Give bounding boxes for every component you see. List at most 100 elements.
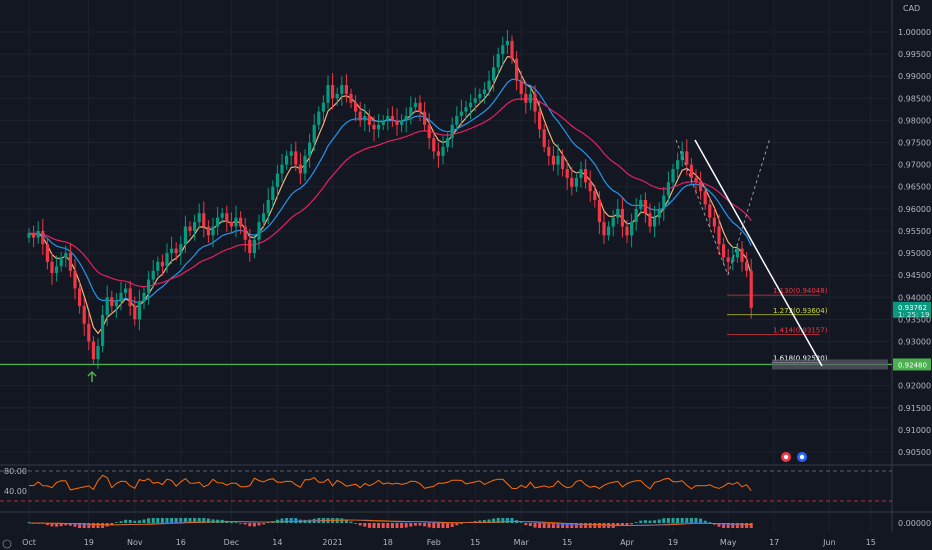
candle-body	[372, 124, 376, 130]
macd-histogram-bar	[749, 523, 753, 528]
candle-body	[643, 200, 647, 214]
time-tick-label: 16	[176, 538, 186, 547]
candle-body	[381, 120, 385, 125]
macd-histogram-bar	[170, 518, 174, 523]
candle-body	[105, 297, 109, 315]
candle-body	[413, 102, 417, 108]
candle-body	[285, 155, 289, 165]
rsi-pane[interactable]: 80.00 40.00	[0, 464, 932, 502]
candle-body	[482, 89, 486, 94]
macd-histogram-bar	[423, 523, 427, 527]
macd-histogram-bar	[156, 518, 160, 523]
candle-body	[593, 191, 597, 200]
candle-body	[547, 146, 551, 156]
candle-body	[441, 146, 445, 156]
candle-body	[114, 301, 118, 307]
macd-histogram-bar	[45, 523, 49, 526]
macd-histogram-bar	[354, 523, 358, 524]
macd-histogram-bar	[726, 523, 730, 528]
macd-histogram-bar	[556, 523, 560, 528]
price-tick-label: 0.93500	[898, 315, 931, 324]
candle-body	[657, 208, 661, 218]
candle-body	[73, 270, 77, 289]
macd-histogram-bar	[409, 523, 413, 527]
macd-histogram-bar	[634, 522, 638, 523]
macd-histogram-bar	[432, 523, 436, 528]
candle-body	[160, 261, 164, 267]
macd-histogram-bar	[243, 523, 247, 525]
macd-histogram-bar	[413, 523, 417, 526]
candle-body	[584, 169, 588, 183]
macd-histogram-bar	[662, 518, 666, 523]
candle-body	[519, 80, 523, 94]
candle-body	[312, 124, 316, 143]
macd-histogram-bar	[137, 520, 141, 523]
price-tick-label: 0.95000	[898, 249, 931, 258]
candle-body	[298, 164, 302, 174]
candle-body	[602, 222, 606, 236]
candle-body	[128, 288, 132, 307]
macd-histogram-bar	[694, 518, 698, 523]
time-tick-label: 14	[272, 538, 282, 547]
candle-body	[625, 226, 629, 236]
price-tick-label: 0.94500	[898, 271, 931, 280]
candle-body	[478, 93, 482, 99]
macd-histogram-bar	[703, 520, 707, 523]
candle-body	[671, 169, 675, 183]
candle-body	[101, 314, 105, 346]
time-axis[interactable]: Oct 19 Nov 16 Dec 14 2021 18 Feb 15 Mar 15 Apr 19 May 1…	[22, 538, 876, 547]
macd-histogram-bar	[193, 518, 197, 523]
macd-histogram-bar	[280, 518, 284, 523]
macd-histogram-bar	[542, 523, 546, 528]
macd-histogram-bar	[666, 518, 670, 523]
candle-body	[390, 116, 394, 121]
time-tick-label: Jun	[822, 538, 836, 547]
macd-histogram-bar	[367, 523, 371, 528]
candle-body	[726, 257, 730, 262]
candle-body	[749, 270, 753, 308]
candle-body	[59, 257, 63, 267]
time-tick-label: May	[720, 538, 737, 547]
candle-body	[50, 261, 54, 273]
candle-body	[262, 213, 266, 223]
grid	[0, 0, 893, 532]
price-axis[interactable]: 1.00000 0.99500 0.99000 0.98500 0.98000 0.975…	[893, 28, 931, 457]
price-tick-label: 0.95500	[898, 227, 931, 236]
macd-pane[interactable]: 0.00000	[0, 511, 932, 528]
candle-body	[436, 151, 440, 156]
candle-body	[289, 151, 293, 156]
candle-body	[41, 230, 45, 245]
macd-histogram-bar	[160, 518, 164, 523]
candle-body	[561, 155, 565, 170]
candle-body	[542, 129, 546, 147]
candle-body	[634, 208, 638, 223]
candle-body	[78, 288, 82, 307]
candle-body	[666, 182, 670, 196]
macd-histogram-bar	[547, 523, 551, 528]
candle-body	[689, 164, 693, 178]
candle-body	[321, 102, 325, 112]
candle-body	[717, 226, 721, 245]
macd-histogram-bar	[377, 523, 381, 528]
candle-body	[680, 151, 684, 161]
candle-body	[358, 111, 362, 121]
candle-body	[239, 217, 243, 227]
candle-body	[515, 58, 519, 81]
macd-histogram-bar	[390, 523, 394, 528]
time-tick-label: 2021	[322, 538, 342, 547]
macd-histogram-bar	[73, 523, 77, 527]
fib-level-label: 1.130(0.94048)	[773, 287, 828, 295]
macd-histogram-bar	[524, 523, 528, 526]
price-tick-label: 0.91500	[898, 404, 931, 413]
candle-body	[703, 191, 707, 205]
candle-body	[423, 111, 427, 125]
macd-histogram-bar	[565, 523, 569, 528]
candle-body	[404, 116, 408, 121]
candle-body	[570, 177, 574, 187]
candle-body	[620, 208, 624, 227]
candle-body	[409, 107, 413, 116]
macd-histogram-bar	[211, 519, 215, 523]
macd-histogram-bar	[340, 518, 344, 523]
trend-line	[694, 139, 823, 367]
